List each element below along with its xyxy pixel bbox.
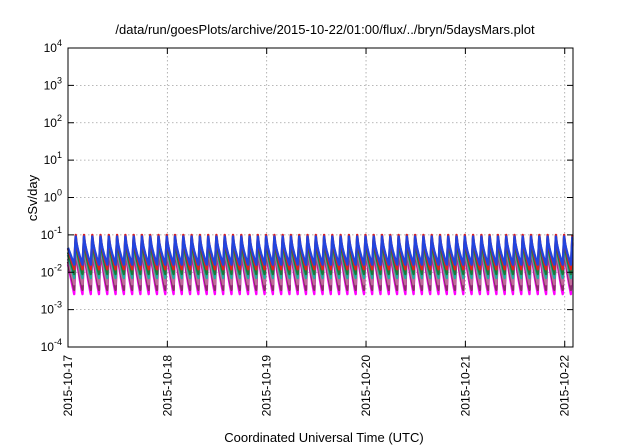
x-tick-label: 2015-10-21	[458, 355, 472, 417]
y-tick-label: 102	[44, 113, 62, 130]
x-axis-label: Coordinated Universal Time (UTC)	[224, 430, 423, 445]
y-tick-label: 10-2	[41, 262, 62, 279]
y-axis-label: cSv/day	[25, 174, 40, 221]
y-tick-label: 10-3	[41, 300, 62, 317]
y-tick-label: 103	[44, 75, 62, 92]
x-tick-label: 2015-10-20	[359, 355, 373, 417]
grid	[67, 48, 573, 347]
y-tick-label: 104	[44, 38, 62, 55]
x-tick-label: 2015-10-17	[61, 355, 75, 417]
chart-title: /data/run/goesPlots/archive/2015-10-22/0…	[115, 22, 535, 37]
y-tick-label: 100	[44, 188, 62, 205]
series-layer	[66, 233, 574, 296]
y-tick-label: 101	[44, 150, 62, 167]
axes: 10-4 10-3 10-2 10-1 100 101 102 103 104 2015-10-1…	[41, 38, 573, 416]
x-tick-label: 2015-10-22	[558, 355, 572, 417]
x-tick-label: 2015-10-19	[260, 355, 274, 417]
y-tick-label: 10-4	[41, 337, 62, 354]
y-tick-label: 10-1	[41, 225, 62, 242]
series-line	[66, 235, 574, 266]
x-tick-label: 2015-10-18	[160, 355, 174, 417]
